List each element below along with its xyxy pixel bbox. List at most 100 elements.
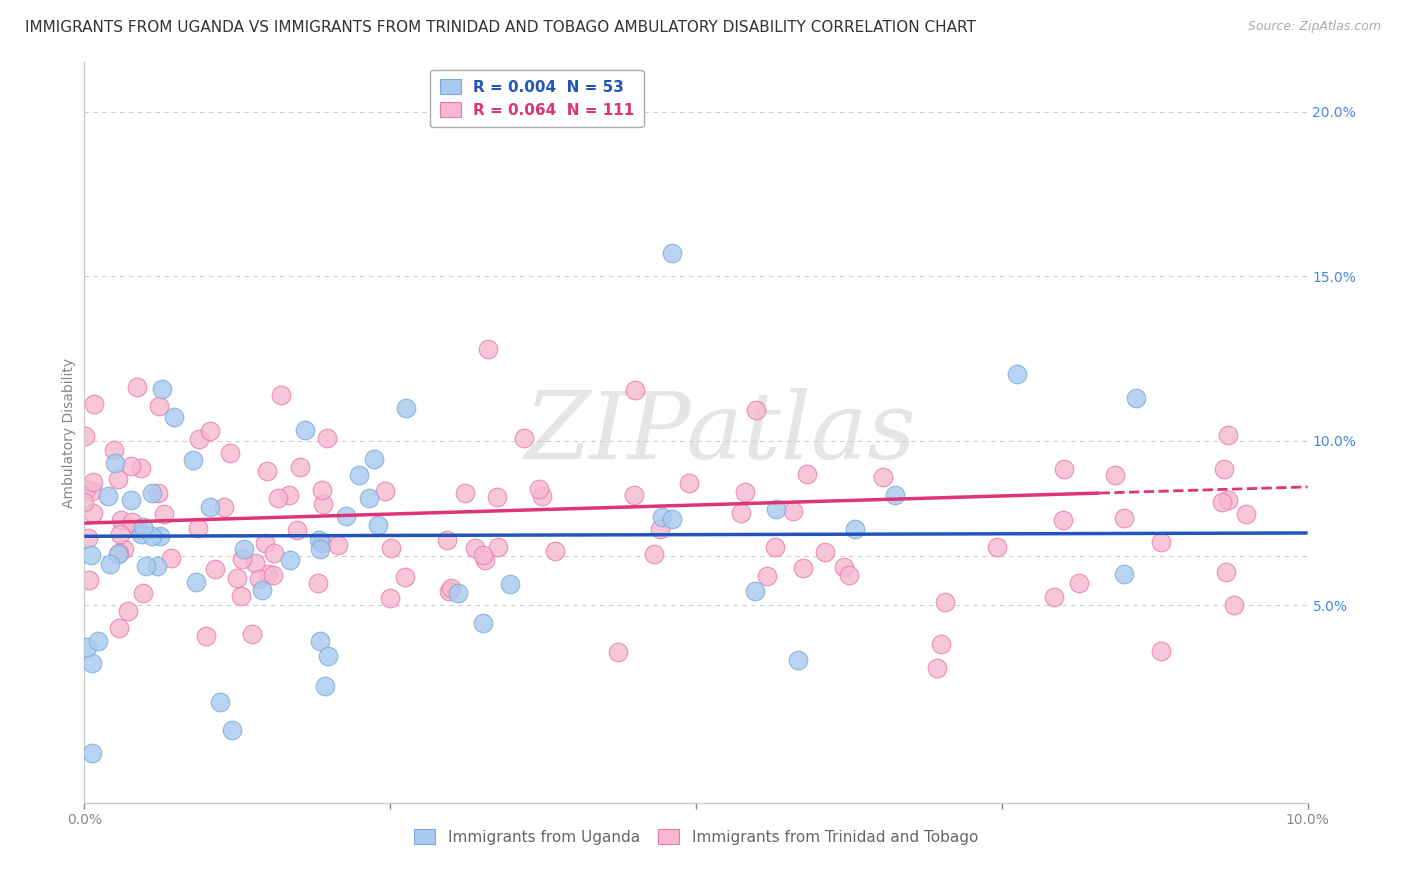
- Point: [464, 541, 486, 556]
- Point: [1211, 494, 1233, 508]
- Point: [755, 568, 778, 582]
- Point: [1114, 510, 1136, 524]
- Point: [218, 446, 240, 460]
- Text: ZIPatlas: ZIPatlas: [524, 388, 917, 477]
- Y-axis label: Ambulatory Disability: Ambulatory Disability: [62, 358, 76, 508]
- Point: [308, 634, 330, 648]
- Point: [129, 527, 152, 541]
- Point: [1150, 535, 1173, 549]
- Point: [225, 571, 247, 585]
- Point: [278, 553, 301, 567]
- Point: [135, 559, 157, 574]
- Point: [844, 522, 866, 536]
- Point: [266, 491, 288, 505]
- Point: [1236, 507, 1258, 521]
- Point: [82, 475, 104, 489]
- Point: [262, 568, 284, 582]
- Point: [82, 747, 104, 761]
- Point: [112, 542, 135, 557]
- Point: [395, 401, 418, 416]
- Point: [651, 509, 673, 524]
- Point: [986, 540, 1008, 554]
- Point: [734, 485, 756, 500]
- Point: [367, 518, 389, 533]
- Point: [110, 513, 132, 527]
- Point: [312, 497, 335, 511]
- Point: [107, 547, 129, 561]
- Point: [121, 515, 143, 529]
- Point: [378, 591, 401, 606]
- Point: [76, 640, 98, 654]
- Point: [141, 485, 163, 500]
- Point: [160, 550, 183, 565]
- Point: [872, 470, 894, 484]
- Point: [103, 442, 125, 457]
- Point: [623, 384, 645, 398]
- Point: [83, 397, 105, 411]
- Point: [486, 490, 509, 504]
- Point: [131, 461, 153, 475]
- Point: [188, 432, 211, 446]
- Point: [141, 529, 163, 543]
- Point: [782, 504, 804, 518]
- Point: [204, 562, 226, 576]
- Point: [232, 541, 254, 556]
- Point: [307, 576, 329, 591]
- Point: [252, 582, 274, 597]
- Point: [648, 522, 671, 536]
- Point: [97, 489, 120, 503]
- Point: [314, 679, 336, 693]
- Point: [349, 468, 371, 483]
- Point: [1125, 391, 1147, 405]
- Point: [1150, 644, 1173, 658]
- Point: [544, 543, 567, 558]
- Legend: Immigrants from Uganda, Immigrants from Trinidad and Tobago: Immigrants from Uganda, Immigrants from …: [408, 823, 984, 851]
- Point: [209, 695, 232, 709]
- Point: [315, 431, 337, 445]
- Point: [1104, 468, 1126, 483]
- Point: [934, 595, 956, 609]
- Point: [335, 509, 357, 524]
- Point: [447, 586, 470, 600]
- Point: [184, 574, 207, 589]
- Point: [309, 542, 332, 557]
- Point: [474, 553, 496, 567]
- Point: [80, 484, 103, 499]
- Point: [98, 558, 121, 572]
- Point: [288, 459, 311, 474]
- Point: [77, 574, 100, 588]
- Point: [311, 483, 333, 498]
- Point: [765, 501, 787, 516]
- Point: [247, 572, 270, 586]
- Point: [212, 500, 235, 514]
- Point: [254, 536, 277, 550]
- Point: [278, 488, 301, 502]
- Point: [436, 533, 458, 548]
- Point: [153, 507, 176, 521]
- Point: [87, 634, 110, 648]
- Point: [623, 488, 645, 502]
- Point: [796, 467, 818, 482]
- Point: [308, 533, 330, 547]
- Point: [1212, 462, 1234, 476]
- Point: [270, 388, 292, 402]
- Point: [1053, 461, 1076, 475]
- Point: [146, 558, 169, 573]
- Point: [326, 539, 349, 553]
- Point: [363, 451, 385, 466]
- Point: [187, 521, 209, 535]
- Point: [643, 547, 665, 561]
- Point: [394, 569, 416, 583]
- Point: [1215, 565, 1237, 579]
- Point: [243, 556, 266, 570]
- Point: [832, 560, 855, 574]
- Point: [73, 495, 96, 509]
- Point: [316, 648, 339, 663]
- Point: [108, 526, 131, 541]
- Point: [745, 403, 768, 417]
- Point: [813, 545, 835, 559]
- Point: [148, 486, 170, 500]
- Point: [1069, 576, 1091, 591]
- Point: [359, 491, 381, 505]
- Point: [75, 482, 97, 496]
